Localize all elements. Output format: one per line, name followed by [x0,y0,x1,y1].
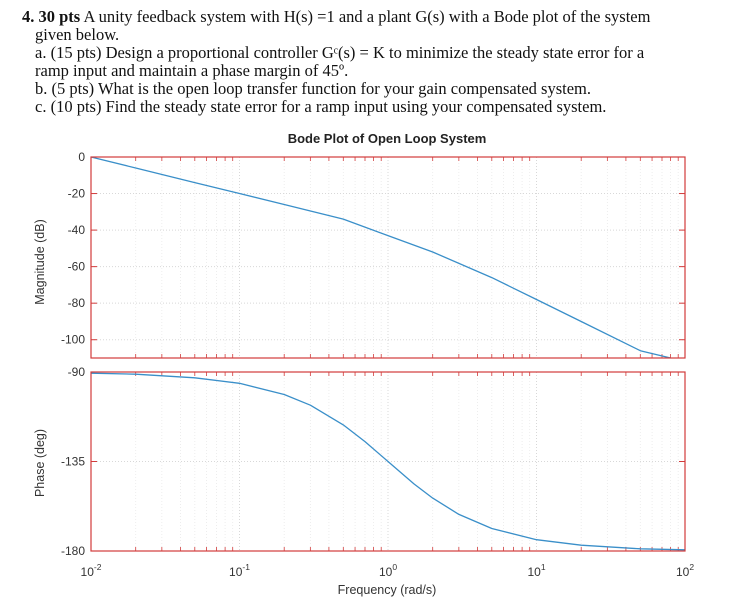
y-tick-label: 0 [78,150,85,164]
plot-frame [90,156,686,359]
magnitude-axis-label: Magnitude (dB) [33,219,47,304]
frequency-axis: 10-2 10-1 100 101 102 [81,562,695,579]
magnitude-subplot: 0 -20 -40 -60 -80 -100 [61,150,686,359]
x-tick-label: 10-1 [229,562,250,579]
part-c: c. (10 pts) Find the steady state error … [35,97,607,116]
phase-axis-label: Phase (deg) [33,429,47,497]
part-a-line-1: a. (15 pts) Design a proportional contro… [35,43,645,62]
phase-subplot: -90 -135 -180 [61,365,686,558]
magnitude-curve [90,156,671,359]
y-tick-label: -80 [68,296,86,310]
problem-text: 4. 30 pts A unity feedback system with H… [22,8,722,116]
intro-line-1: A unity feedback system with H(s) =1 and… [83,7,651,26]
y-tick-label: -40 [68,223,86,237]
y-tick-label: -90 [68,365,86,379]
part-a-line-2: ramp input and maintain a phase margin o… [35,61,349,80]
x-tick-label: 101 [527,562,545,579]
x-tick-label: 10-2 [81,562,102,579]
x-tick-label: 102 [676,562,694,579]
frequency-axis-label: Frequency (rad/s) [338,583,437,597]
y-tick-label: -100 [61,333,85,347]
plot-frame [90,371,686,552]
phase-curve [90,372,686,551]
problem-number: 4. [22,7,35,26]
x-tick-label: 100 [379,562,397,579]
y-tick-label: -180 [61,544,85,558]
y-tick-label: -60 [68,260,86,274]
chart-title: Bode Plot of Open Loop System [287,131,487,146]
y-tick-label: -135 [61,455,85,469]
part-b: b. (5 pts) What is the open loop transfe… [35,79,591,98]
y-tick-label: -20 [68,187,86,201]
problem-intro: 4. 30 pts A unity feedback system with H… [22,8,722,26]
problem-points: 30 pts [38,7,81,26]
intro-line-2: given below. [35,25,120,44]
